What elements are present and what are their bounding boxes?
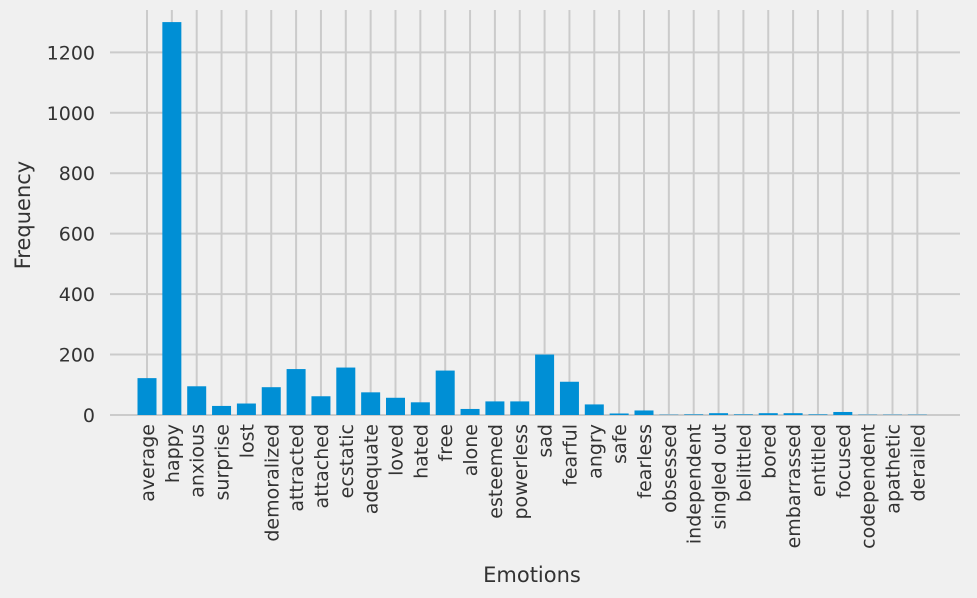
- x-tick-label: hated: [410, 424, 432, 479]
- x-axis-title: Emotions: [483, 563, 581, 587]
- x-tick-label: singled out: [709, 424, 731, 529]
- x-tick-label: attached: [311, 424, 333, 508]
- x-tick-label: obsessed: [659, 424, 681, 513]
- x-tick-label: average: [137, 424, 159, 502]
- x-tick-label: safe: [609, 424, 631, 464]
- x-tick-label: fearless: [634, 424, 656, 499]
- bar-free: [435, 370, 455, 415]
- bar-embarrassed: [783, 413, 803, 415]
- bar-adequate: [361, 392, 381, 415]
- bar-surprise: [212, 405, 232, 415]
- x-tick-label: angry: [584, 424, 606, 479]
- bar-lost: [236, 403, 256, 415]
- y-tick-label: 400: [59, 284, 95, 306]
- bar-sad: [535, 354, 555, 415]
- x-tick-label: adequate: [361, 424, 383, 514]
- bar-attracted: [286, 369, 306, 415]
- x-tick-label: ecstatic: [336, 424, 358, 498]
- y-tick-labels: 0 200 400 600 800 1000 1200: [47, 42, 95, 427]
- bar-singled-out: [709, 413, 729, 415]
- x-tick-label: alone: [460, 424, 482, 476]
- x-tick-label: bored: [758, 424, 780, 479]
- x-tick-label: codependent: [858, 424, 880, 549]
- x-tick-labels: average happy anxious surprise lost demoraliz…: [137, 424, 929, 549]
- bar-alone: [460, 408, 480, 415]
- x-tick-label: happy: [162, 424, 184, 483]
- y-tick-label: 1000: [47, 103, 95, 125]
- x-tick-label: loved: [386, 424, 408, 476]
- x-tick-label: attracted: [286, 424, 308, 512]
- x-tick-label: powerless: [510, 424, 532, 520]
- y-axis-title: Frequency: [11, 161, 35, 270]
- bar-focused: [833, 411, 853, 415]
- bar-bored: [758, 413, 778, 415]
- bar-hated: [410, 402, 430, 415]
- y-tick-label: 1200: [47, 42, 95, 64]
- bar-belittled: [733, 414, 753, 415]
- bar-loved: [386, 397, 405, 415]
- bar-attached: [311, 396, 331, 415]
- bar-demoralized: [261, 387, 281, 415]
- bar-anxious: [187, 386, 207, 415]
- x-tick-label: lost: [236, 424, 258, 458]
- x-tick-label: surprise: [212, 424, 234, 501]
- x-tick-label: apathetic: [883, 424, 905, 514]
- bar-independent: [684, 414, 704, 415]
- y-tick-label: 800: [59, 163, 95, 185]
- bar-fearless: [634, 410, 654, 415]
- x-tick-label: focused: [833, 424, 855, 498]
- y-tick-label: 0: [83, 405, 95, 427]
- x-tick-label: embarrassed: [783, 424, 805, 548]
- bar-ecstatic: [336, 367, 356, 415]
- y-tick-label: 200: [59, 345, 95, 367]
- bar-fearful: [559, 381, 579, 415]
- x-tick-label: entitled: [808, 424, 830, 497]
- bar-entitled: [808, 414, 828, 415]
- x-tick-label: fearful: [559, 424, 581, 486]
- bars: [137, 22, 927, 416]
- bar-esteemed: [485, 401, 505, 415]
- bar-average: [137, 378, 157, 415]
- x-tick-label: free: [435, 424, 457, 461]
- x-tick-label: esteemed: [485, 424, 507, 519]
- x-tick-label: belittled: [733, 424, 755, 502]
- bar-happy: [162, 22, 182, 416]
- x-tick-label: derailed: [907, 424, 929, 502]
- x-tick-label: independent: [684, 424, 706, 544]
- x-tick-label: demoralized: [261, 424, 283, 542]
- bar-angry: [584, 404, 604, 415]
- x-tick-label: sad: [535, 424, 557, 458]
- bar-safe: [609, 413, 629, 415]
- y-tick-label: 600: [59, 224, 95, 246]
- bar-powerless: [510, 401, 530, 415]
- x-tick-label: anxious: [187, 424, 209, 498]
